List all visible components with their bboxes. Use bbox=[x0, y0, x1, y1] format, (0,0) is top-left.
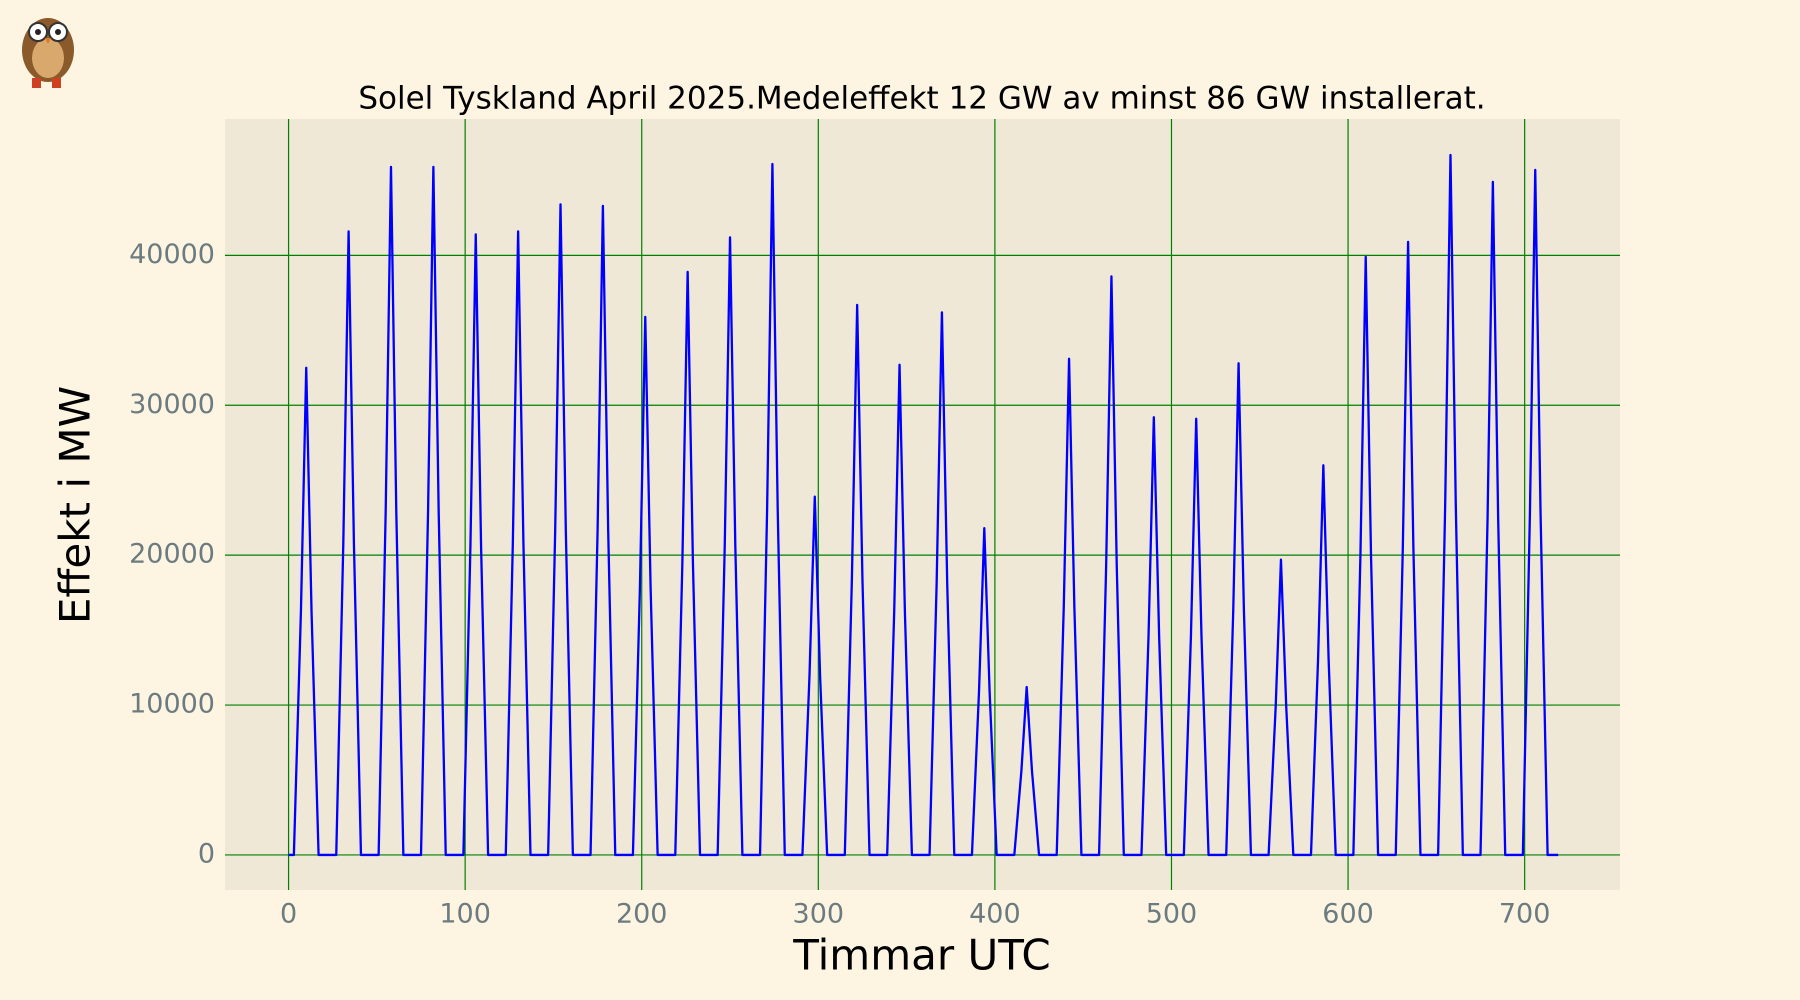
x-tick-label: 0 bbox=[280, 899, 297, 930]
x-tick-label: 600 bbox=[1322, 899, 1374, 930]
x-axis-label: Timmar UTC bbox=[792, 931, 1050, 980]
y-tick-label: 40000 bbox=[129, 239, 215, 270]
x-tick-label: 100 bbox=[439, 899, 491, 930]
x-tick-label: 700 bbox=[1499, 899, 1551, 930]
x-tick-label: 200 bbox=[616, 899, 668, 930]
y-tick-label: 30000 bbox=[129, 389, 215, 420]
x-tick-label: 300 bbox=[793, 899, 845, 930]
y-tick-label: 10000 bbox=[129, 689, 215, 720]
y-tick-label: 0 bbox=[198, 838, 215, 869]
y-tick-label: 20000 bbox=[129, 539, 215, 570]
chart-title: Solel Tyskland April 2025.Medeleffekt 12… bbox=[358, 81, 1485, 117]
y-axis-label: Effekt i MW bbox=[51, 386, 100, 624]
x-tick-label: 400 bbox=[969, 899, 1021, 930]
owl-logo bbox=[22, 18, 74, 88]
data-line bbox=[288, 153, 1559, 857]
x-tick-label: 500 bbox=[1146, 899, 1198, 930]
plot-area bbox=[225, 119, 1620, 890]
